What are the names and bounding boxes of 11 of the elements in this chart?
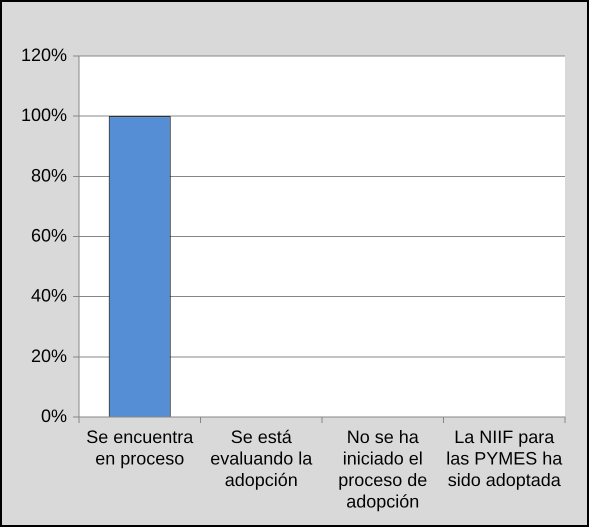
y-tick-label: 0% [40,406,67,426]
y-tick-label: 60% [30,225,67,246]
x-tick-label: No se ha iniciado el proceso de adopción [338,426,428,512]
x-tick-label: Se encuentra en proceso [86,426,194,468]
y-tick-label: 100% [20,105,67,126]
x-tick-label: Se está evaluando la adopción [210,426,314,490]
y-tick-label: 20% [30,346,67,366]
y-tick-label: 80% [30,165,67,186]
x-tick-label: La NIIF para las PYMES ha sido adoptada [446,426,564,490]
y-tick-label: 40% [30,286,67,306]
y-tick-label: 120% [20,44,67,65]
